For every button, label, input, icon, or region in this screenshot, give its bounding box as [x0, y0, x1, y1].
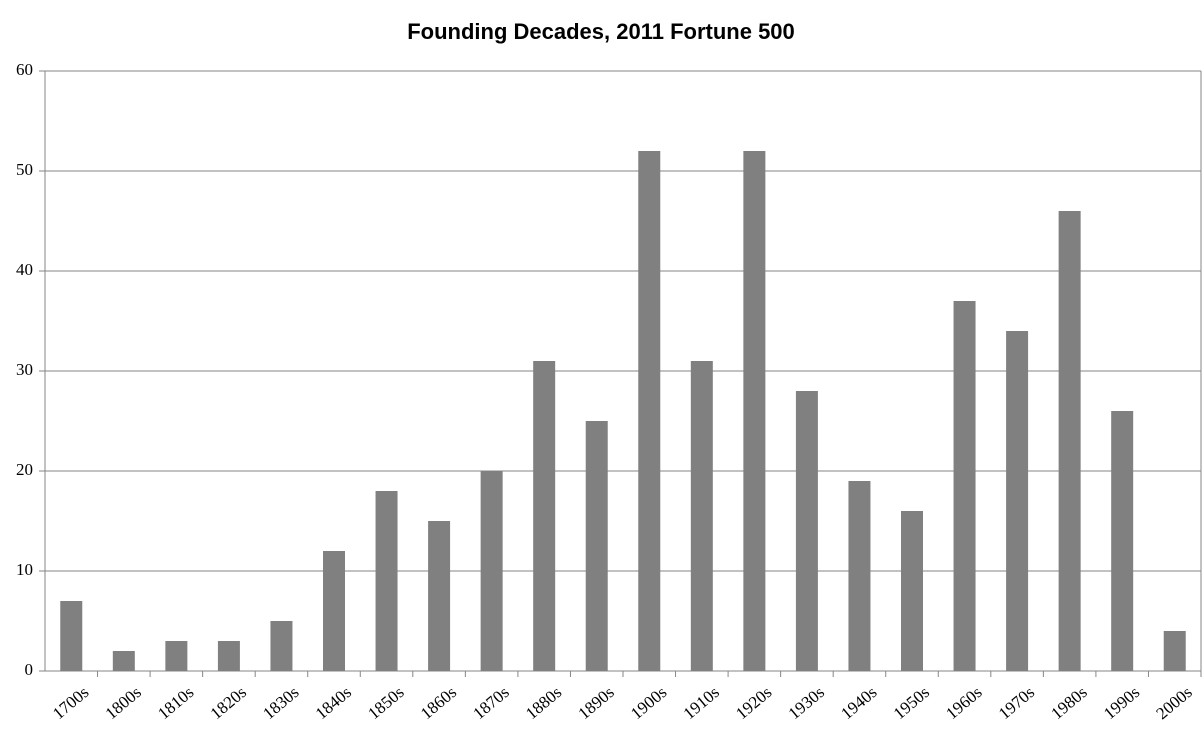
bar: [375, 491, 398, 671]
y-tick-label: 50: [16, 160, 33, 179]
bar: [638, 151, 661, 671]
x-tick-label: 1880s: [522, 683, 565, 724]
bar: [217, 641, 240, 671]
x-tick-label: 1860s: [417, 683, 460, 724]
x-tick-label: 1990s: [1100, 683, 1143, 724]
x-tick-label: 1820s: [207, 683, 250, 724]
x-tick-label: 1800s: [102, 683, 145, 724]
bar: [1163, 631, 1186, 671]
bar: [585, 421, 608, 671]
bar: [743, 151, 766, 671]
x-tick-label: 1910s: [680, 683, 723, 724]
bar: [690, 361, 713, 671]
y-tick-label: 30: [16, 360, 33, 379]
x-tick-label: 1890s: [574, 683, 617, 724]
bar: [533, 361, 556, 671]
x-tick-label: 1900s: [627, 683, 670, 724]
x-tick-label: 1840s: [312, 683, 355, 724]
bar: [848, 481, 871, 671]
y-tick-label: 10: [16, 560, 33, 579]
bar: [1006, 331, 1029, 671]
y-tick-label: 20: [16, 460, 33, 479]
x-tick-label: 1930s: [785, 683, 828, 724]
bar: [165, 641, 188, 671]
bar: [270, 621, 293, 671]
bar: [901, 511, 923, 671]
bar: [323, 551, 345, 671]
x-tick-label: 1700s: [49, 683, 92, 724]
y-tick-label: 40: [16, 260, 33, 279]
x-tick-label: 2000s: [1152, 683, 1195, 724]
y-tick-label: 0: [25, 660, 34, 679]
x-tick-label: 1920s: [732, 683, 775, 724]
x-tick-label: 1950s: [890, 683, 933, 724]
bar: [60, 601, 83, 671]
bar: [480, 471, 503, 671]
bar: [1058, 211, 1081, 671]
x-tick-label: 1970s: [995, 683, 1038, 724]
x-tick-label: 1960s: [942, 683, 985, 724]
bar: [795, 391, 818, 671]
bar: [1111, 411, 1134, 671]
x-tick-label: 1940s: [837, 683, 880, 724]
y-tick-label: 60: [16, 60, 33, 79]
x-tick-label: 1830s: [259, 683, 302, 724]
x-tick-label: 1850s: [364, 683, 407, 724]
x-tick-label: 1980s: [1047, 683, 1090, 724]
bar: [953, 301, 976, 671]
chart-title: Founding Decades, 2011 Fortune 500: [407, 19, 795, 44]
x-tick-label: 1810s: [154, 683, 197, 724]
x-tick-label: 1870s: [469, 683, 512, 724]
bar: [112, 651, 135, 671]
bar: [428, 521, 451, 671]
